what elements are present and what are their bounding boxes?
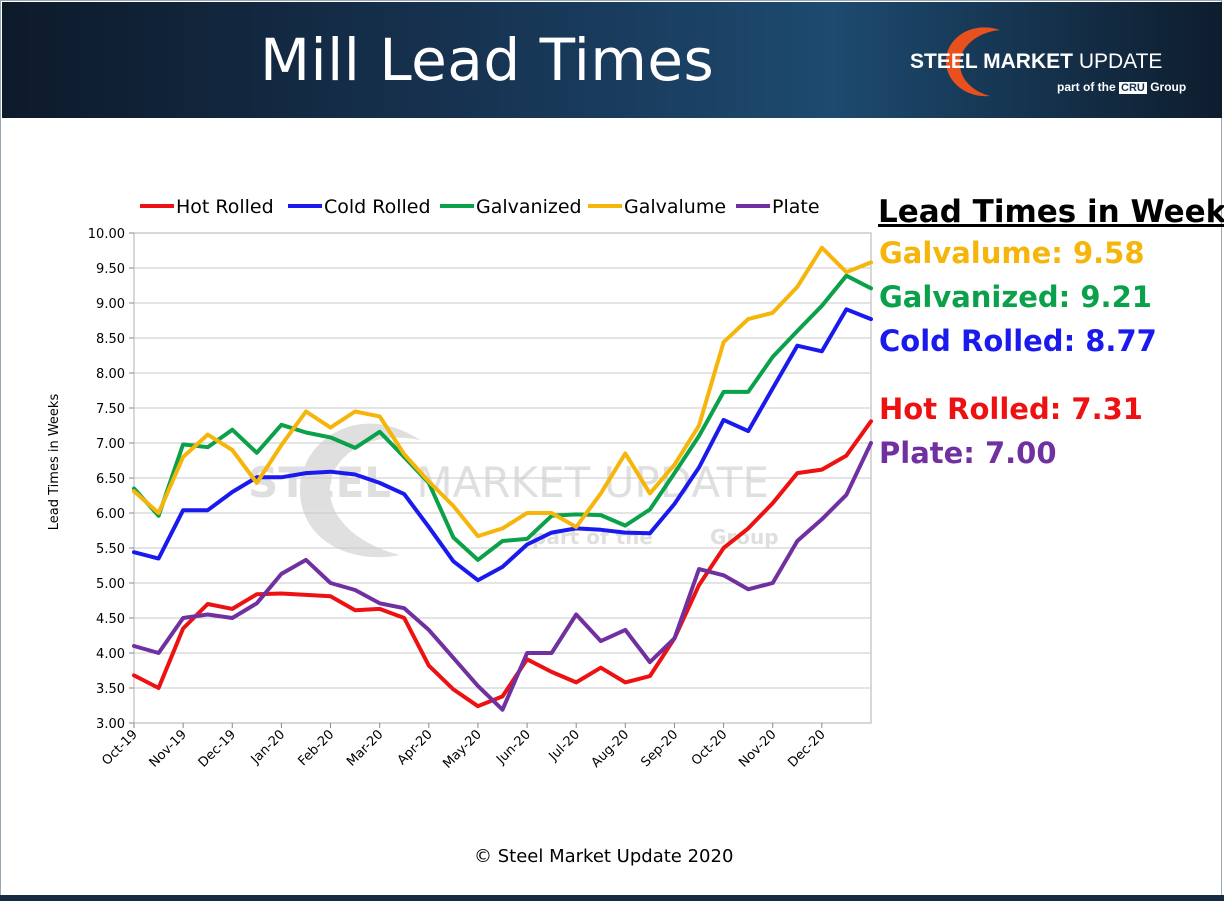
chart-watermark: STEEL MARKET UPDATE part of the Group [248, 423, 779, 558]
stat-plate: Plate: 7.00 [879, 436, 1057, 470]
stat-galvanized: Galvanized: 9.21 [879, 280, 1152, 314]
slide-header: Mill Lead Times STEEL MARKET UPDATE part… [2, 2, 1222, 118]
x-tick-label: Aug-20 [589, 727, 633, 771]
y-tick-label: 10.00 [88, 227, 125, 242]
legend-label: Hot Rolled [176, 196, 274, 218]
copyright-notice: © Steel Market Update 2020 [474, 846, 734, 867]
x-tick-label: Sep-20 [638, 727, 681, 770]
series-line-hot-rolled [132, 419, 873, 709]
y-tick-label: 7.00 [96, 437, 125, 452]
brand-tagline-pre: part of the [1057, 80, 1116, 94]
y-tick-label: 4.00 [96, 647, 125, 662]
legend-label: Plate [772, 196, 820, 218]
watermark-line1-light: MARKET UPDATE [416, 458, 769, 507]
chart-x-axis: Oct-19 Nov-19 Dec-19 Jan-20 Feb-20 Mar-20 Apr-… [99, 723, 829, 772]
stat-hot-rolled: Hot Rolled: 7.31 [879, 392, 1143, 426]
y-tick-label: 5.00 [96, 577, 125, 592]
y-tick-label: 7.50 [96, 402, 125, 417]
brand-name-bold: STEEL MARKET [910, 50, 1073, 73]
series-line-galvalume [132, 245, 873, 539]
y-tick-label: 3.00 [96, 717, 125, 732]
chart-series-lines [132, 245, 873, 712]
x-tick-label: Mar-20 [344, 727, 386, 769]
x-tick-label: Jul-20 [546, 727, 583, 764]
x-tick-label: Dec-20 [785, 727, 828, 770]
x-tick-label: Apr-20 [395, 727, 436, 768]
brand-tagline: part of the CRU Group [1057, 80, 1186, 94]
stat-cold-rolled: Cold Rolled: 8.77 [879, 324, 1157, 358]
y-tick-label: 9.50 [96, 262, 125, 277]
legend-label: Cold Rolled [324, 196, 431, 218]
x-tick-label: Oct-19 [99, 727, 141, 769]
y-tick-label: 5.50 [96, 542, 125, 557]
y-tick-label: 8.00 [96, 367, 125, 382]
legend-label: Galvanized [476, 196, 582, 218]
bottom-bar [0, 895, 1224, 901]
chart-legend: Hot Rolled Cold Rolled Galvanized Galvalume… [140, 196, 820, 218]
x-tick-label: Jun-20 [493, 727, 534, 768]
watermark-swoosh-icon [300, 423, 420, 558]
y-axis-label: Lead Times in Weeks [47, 394, 62, 531]
y-tick-label: 9.00 [96, 297, 125, 312]
y-tick-label: 8.50 [96, 332, 125, 347]
slide-title: Mill Lead Times [260, 26, 715, 94]
brand-name-light: UPDATE [1078, 50, 1163, 73]
x-tick-label: Jan-20 [248, 727, 289, 768]
series-line-cold-rolled [132, 307, 873, 583]
brand-swoosh-icon [945, 27, 1000, 97]
y-tick-label: 6.00 [96, 507, 125, 522]
watermark-line1: STEEL MARKET UPDATE [248, 458, 769, 507]
x-tick-label: Oct-20 [689, 727, 731, 769]
x-tick-label: Feb-20 [295, 727, 337, 769]
y-tick-label: 3.50 [96, 682, 125, 697]
x-tick-label: May-20 [440, 727, 484, 771]
x-tick-label: Nov-20 [736, 727, 779, 770]
series-line-plate [132, 441, 873, 712]
chart-gridlines [133, 232, 872, 724]
x-tick-label: Nov-19 [147, 727, 190, 770]
side-panel-title: Lead Times in Weeks [878, 194, 1224, 230]
watermark-line2-post: Group [710, 525, 779, 549]
chart-y-axis: 3.00 3.50 4.00 4.50 5.00 5.50 6.00 6.50 7.00 7.50… [88, 227, 134, 732]
brand-tagline-post: Group [1150, 80, 1187, 94]
y-tick-label: 4.50 [96, 612, 125, 627]
y-tick-label: 6.50 [96, 472, 125, 487]
stat-galvalume: Galvalume: 9.58 [879, 236, 1145, 270]
brand-logo: STEEL MARKET UPDATE part of the CRU Grou… [910, 27, 1200, 106]
legend-label: Galvalume [624, 196, 726, 218]
x-tick-label: Dec-19 [196, 727, 239, 770]
brand-name: STEEL MARKET UPDATE [910, 50, 1162, 74]
series-line-galvanized [132, 273, 873, 562]
brand-tagline-mark: CRU [1119, 82, 1147, 94]
watermark-line1-bold: STEEL [248, 458, 391, 507]
watermark-line2: part of the Group [532, 525, 779, 549]
